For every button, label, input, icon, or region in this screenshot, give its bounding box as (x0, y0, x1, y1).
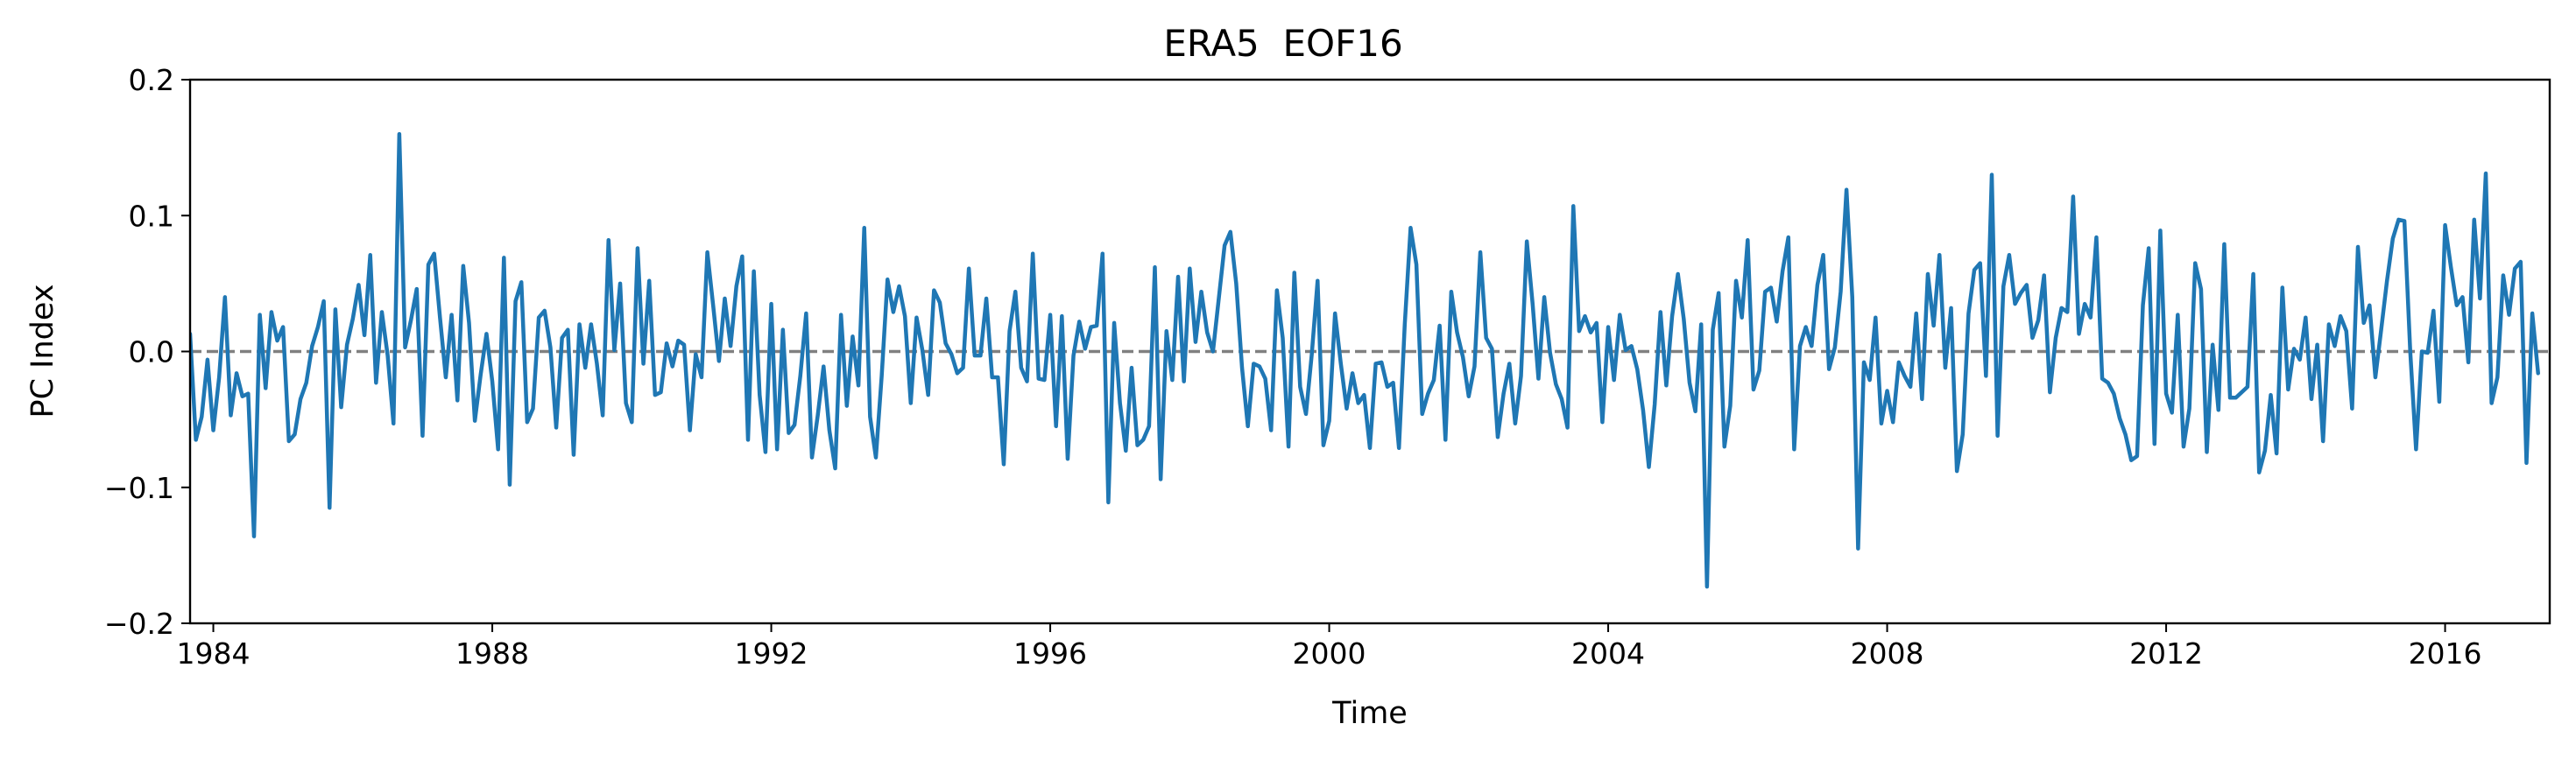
y-tick-label: 0.1 (129, 199, 174, 233)
x-tick-label: 2008 (1851, 636, 1924, 671)
x-tick-label: 1984 (177, 636, 251, 671)
x-tick-label: 1992 (735, 636, 808, 671)
chart-title: ERA5 EOF16 (1163, 22, 1402, 65)
y-tick-label: −0.1 (104, 471, 174, 505)
x-tick-label: 1988 (455, 636, 529, 671)
y-axis-label: PC Index (25, 284, 60, 418)
x-axis-label: Time (1331, 696, 1408, 731)
y-tick-label: 0.0 (129, 335, 174, 369)
x-tick-label: 2016 (2409, 636, 2482, 671)
series-line (190, 131, 2540, 589)
y-axis: 0.2 0.1 0.0 −0.1 −0.2 (104, 63, 190, 641)
x-tick-label: 2000 (1293, 636, 1366, 671)
x-tick-label: 2004 (1571, 636, 1645, 671)
x-tick-label: 2012 (2129, 636, 2203, 671)
x-axis: 1984 1988 1992 1996 2000 2004 2008 2012 2016 (177, 623, 2482, 671)
y-tick-label: 0.2 (129, 63, 174, 97)
y-tick-label: −0.2 (104, 607, 174, 641)
plot-area (190, 131, 2550, 589)
x-tick-label: 1996 (1013, 636, 1087, 671)
